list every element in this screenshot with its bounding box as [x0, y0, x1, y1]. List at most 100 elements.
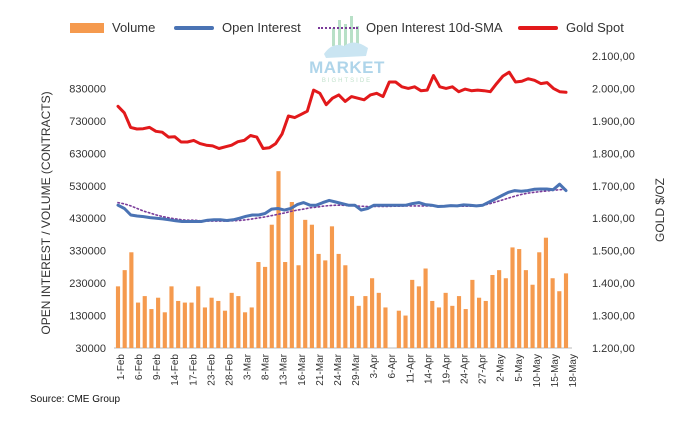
legend-swatch-volume: [70, 22, 104, 33]
volume-bar: [510, 247, 515, 348]
watermark-text: MARKET: [309, 58, 385, 77]
volume-bar: [115, 286, 121, 348]
x-tick-label: 1-Feb: [116, 354, 127, 381]
watermark-logo: MARKET BIGHTSIDE: [302, 14, 392, 94]
volume-bar: [530, 284, 535, 348]
y2-tick-label: 2.000,00: [592, 83, 635, 95]
volume-bar: [537, 252, 542, 348]
y2-tick-label: 2.100,00: [592, 51, 635, 63]
bull-bear-icon: [324, 16, 368, 58]
volume-bar: [196, 286, 201, 348]
legend-label-gold: Gold Spot: [566, 20, 624, 35]
volume-bar: [229, 292, 234, 348]
legend-item-gold: Gold Spot: [518, 20, 624, 35]
y-axis-left: 30000 130000 230000 330000 430000 530000 63000…: [69, 83, 106, 355]
volume-bar: [523, 270, 528, 348]
volume-bar: [176, 300, 181, 348]
volume-bar: [477, 297, 482, 348]
x-tick-label: 15-May: [550, 354, 561, 387]
source-note: Source: CME Group: [30, 394, 121, 405]
x-axis: 1-Feb 6-Feb 9-Feb 14-Feb 17-Feb 23-Feb 28-Feb 3…: [116, 353, 579, 387]
legend-item-sma: Open Interest 10d-SMA: [318, 20, 503, 35]
y-tick-label: 230000: [69, 278, 106, 290]
volume-bar: [296, 265, 301, 348]
volume-bar: [396, 310, 401, 348]
x-tick-label: 23-Feb: [206, 354, 217, 386]
y2-tick-label: 1.700,00: [592, 181, 635, 193]
legend-item-open-interest: Open Interest: [174, 20, 301, 35]
series-lines: [116, 70, 568, 223]
volume-bar: [122, 270, 127, 348]
volume-bar: [309, 224, 314, 348]
legend-swatch-gold: [518, 25, 558, 30]
volume-bar: [503, 278, 508, 348]
volume-bar: [269, 224, 274, 348]
volume-bar: [450, 305, 455, 348]
y2-tick-label: 1.800,00: [592, 148, 635, 160]
y-tick-label: 730000: [69, 116, 106, 128]
x-tick-label: 18-May: [568, 354, 579, 387]
y-tick-label: 630000: [69, 148, 106, 160]
volume-bar: [256, 262, 261, 348]
x-tick-label: 16-Mar: [297, 353, 308, 385]
volume-bar: [416, 286, 421, 348]
volume-bar: [156, 297, 161, 348]
volume-bar: [370, 278, 375, 348]
sma-line: [117, 188, 567, 222]
x-tick-label: 27-Apr: [478, 353, 489, 384]
volume-bar: [169, 286, 174, 348]
legend-item-volume: Volume: [70, 20, 155, 35]
volume-bar: [209, 297, 214, 348]
volume-bar: [162, 312, 167, 348]
volume-bar: [550, 278, 555, 348]
y2-axis-title: GOLD $/OZ: [653, 178, 667, 242]
x-tick-label: 21-Mar: [315, 353, 326, 385]
volume-bar: [490, 275, 495, 348]
volume-bar: [356, 305, 361, 348]
x-tick-label: 19-Apr: [441, 353, 452, 384]
y2-tick-label: 1.600,00: [592, 213, 635, 225]
volume-bar: [202, 307, 207, 348]
volume-bar: [283, 262, 288, 348]
volume-bar: [410, 279, 415, 348]
x-tick-label: 3-Apr: [369, 353, 380, 378]
chart-legend: Volume Open Interest Open Interest 10d-S…: [0, 20, 695, 42]
volume-bar: [470, 279, 475, 348]
x-tick-label: 24-Apr: [460, 353, 471, 384]
x-tick-label: 3-Mar: [243, 353, 254, 380]
volume-bar: [222, 310, 228, 348]
x-tick-label: 10-May: [532, 354, 543, 387]
x-tick-label: 6-Feb: [134, 354, 145, 381]
x-tick-label: 2-May: [496, 354, 507, 382]
y2-tick-label: 1.300,00: [592, 311, 635, 323]
x-tick-label: 13-Mar: [279, 353, 290, 385]
volume-bar: [336, 253, 341, 348]
volume-bar: [129, 252, 134, 348]
x-tick-label: 9-Feb: [152, 354, 163, 381]
volume-bar: [216, 300, 221, 348]
volume-bar: [403, 315, 408, 348]
volume-bar: [236, 296, 241, 348]
volume-bar: [343, 265, 348, 348]
y-tick-label: 430000: [69, 213, 106, 225]
y-tick-label: 130000: [69, 311, 106, 323]
volume-bar: [463, 309, 468, 348]
volume-bar: [182, 302, 187, 348]
volume-bar: [303, 219, 308, 348]
y-tick-label: 330000: [69, 246, 106, 258]
volume-bar: [483, 300, 488, 348]
volume-bar: [436, 307, 442, 348]
volume-bar: [323, 260, 328, 348]
volume-bar: [329, 226, 335, 348]
volume-bar: [316, 253, 321, 348]
volume-bars: [115, 171, 569, 348]
y-axis-right: 1.200,00 1.300,00 1.400,00 1.500,00 1.600,00…: [592, 51, 635, 355]
volume-bar: [443, 292, 448, 348]
legend-swatch-sma: [318, 26, 358, 29]
legend-label-sma: Open Interest 10d-SMA: [366, 20, 503, 35]
open-interest-line: [116, 182, 568, 223]
volume-bar: [543, 237, 549, 348]
x-tick-label: 17-Feb: [188, 354, 199, 386]
volume-bar: [563, 273, 569, 348]
